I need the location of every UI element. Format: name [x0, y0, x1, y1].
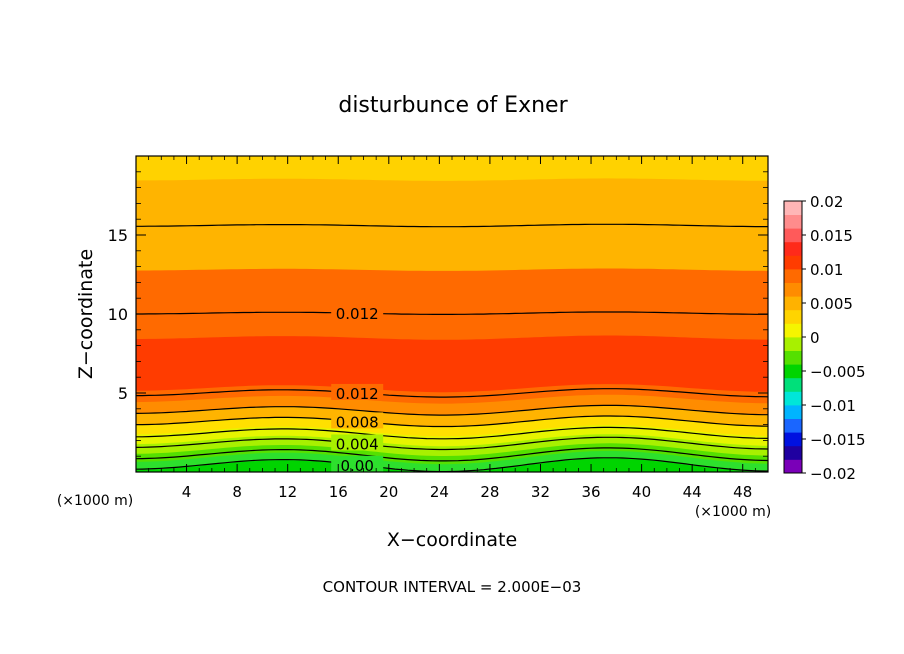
contour-line — [136, 447, 768, 462]
colorbar-segment — [784, 255, 802, 270]
x-tick-label: 44 — [683, 483, 702, 501]
colorbar-tick-label: −0.005 — [810, 363, 866, 381]
colorbar-segment — [784, 445, 802, 460]
contour-line — [136, 388, 768, 398]
colorbar-segment — [784, 377, 802, 392]
colorbar — [784, 201, 802, 474]
colorbar-segment — [784, 296, 802, 311]
contour-line — [136, 223, 768, 228]
colorbar-segment — [784, 405, 802, 419]
colorbar-segment — [784, 350, 802, 365]
x-tick-label: 36 — [581, 483, 600, 501]
y-tick-label: 15 — [108, 226, 128, 245]
colorbar-segment — [784, 337, 802, 351]
colorbar-segment — [784, 418, 802, 433]
colorbar-segment — [784, 459, 802, 474]
colorbar-segment — [784, 282, 802, 297]
contour-label: 0.012 — [336, 385, 379, 403]
y-axis-title: Z−coordinate — [75, 249, 97, 379]
colorbar-tick-labels: 0.02 0.015 0.01 0.005 0 −0.005 −0.01 −0.015 −0.0… — [802, 193, 866, 483]
chart-title: disturbunce of Exner — [338, 93, 568, 118]
contour-line — [136, 415, 768, 428]
contour-band — [136, 458, 768, 472]
colorbar-tick-label: 0.01 — [810, 261, 843, 279]
colorbar-segment — [784, 364, 802, 379]
colorbar-tick-label: 0.02 — [810, 193, 843, 211]
x-axis-unit-right: (×1000 m) — [695, 504, 771, 520]
colorbar-segment — [784, 228, 802, 243]
x-tick-label: 12 — [278, 483, 297, 501]
contour-label-bg — [331, 455, 384, 472]
y-tick-label: 10 — [108, 305, 128, 324]
contour-label-bg — [331, 304, 384, 321]
x-axis-unit-left: (×1000 m) — [57, 493, 133, 509]
x-tick-label: 4 — [182, 483, 192, 501]
x-tick-label: 40 — [632, 483, 651, 501]
contour-label-bg — [331, 383, 384, 400]
colorbar-segment — [784, 391, 802, 406]
contour-label-bg — [331, 434, 384, 451]
colorbar-segment — [784, 214, 802, 229]
colorbar-segment — [784, 241, 802, 256]
x-tick-label: 8 — [232, 483, 242, 501]
contour-line — [136, 404, 768, 416]
y-tick-label: 5 — [118, 384, 128, 403]
x-tick-label: 16 — [329, 483, 348, 501]
x-tick-label: 48 — [733, 483, 752, 501]
colorbar-segment — [784, 269, 802, 283]
colorbar-tick-label: −0.01 — [810, 397, 856, 415]
contour-line — [136, 436, 768, 451]
colorbar-tick-label: 0.005 — [810, 295, 853, 313]
colorbar-tick-label: −0.015 — [810, 431, 866, 449]
colorbar-tick-label: 0.015 — [810, 227, 853, 245]
colorbar-segment — [784, 309, 802, 324]
x-axis-title: X−coordinate — [387, 529, 517, 551]
contour-label: 0.012 — [336, 305, 379, 323]
x-tick-label: 28 — [480, 483, 499, 501]
colorbar-tick-label: 0 — [810, 329, 820, 347]
y-axis-ticks: 5 10 15 — [108, 171, 768, 457]
contour-label: 0.008 — [336, 413, 379, 431]
x-tick-label: 24 — [430, 483, 449, 501]
contour-label: 0.00 — [340, 457, 373, 475]
colorbar-segment — [784, 323, 802, 338]
colorbar-tick-label: −0.02 — [810, 465, 856, 483]
contour-label-bg — [331, 412, 384, 429]
colorbar-segment — [784, 432, 802, 447]
x-tick-label: 20 — [379, 483, 398, 501]
x-axis-ticks: 4 8 12 16 20 24 28 32 36 40 44 48 — [148, 156, 756, 501]
x-tick-label: 32 — [531, 483, 550, 501]
contour-line — [136, 311, 768, 315]
colorbar-segment — [784, 201, 802, 215]
contour-label: 0.004 — [336, 435, 379, 453]
contour-labels: 0.00 0.004 0.008 0.012 0.012 — [331, 304, 384, 475]
contour-interval-note: CONTOUR INTERVAL = 2.000E−03 — [323, 578, 582, 596]
contour-line — [136, 426, 768, 440]
